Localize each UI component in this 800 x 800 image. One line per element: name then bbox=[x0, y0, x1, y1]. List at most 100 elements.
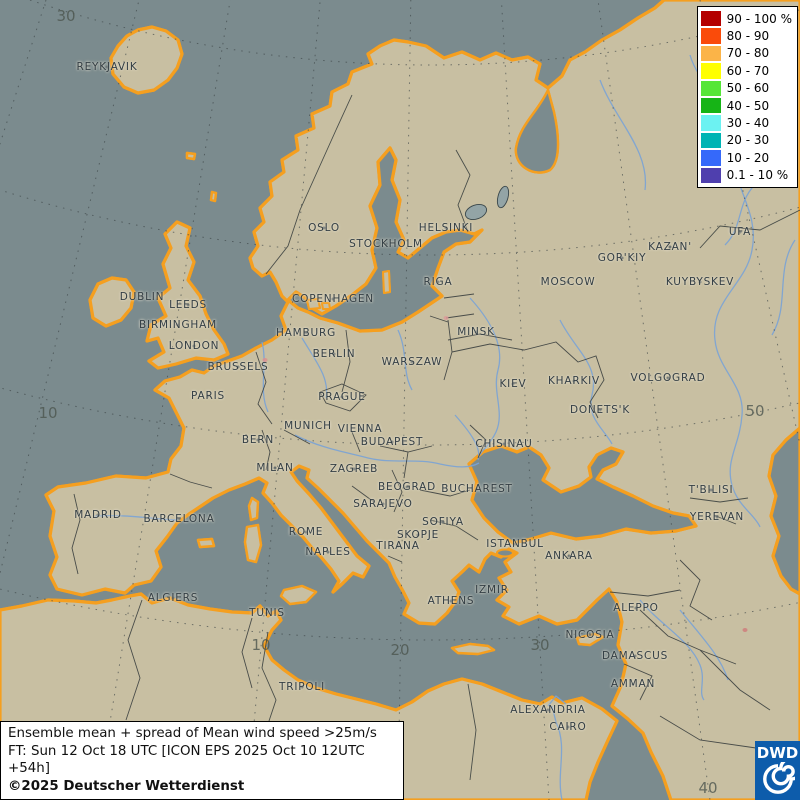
city-marker bbox=[436, 280, 440, 284]
probability-spot bbox=[443, 316, 449, 320]
city-label: MILAN bbox=[256, 462, 294, 474]
city-marker bbox=[416, 533, 420, 537]
city-label: KIEV bbox=[499, 378, 527, 390]
city-label: TUNIS bbox=[249, 607, 285, 619]
city-marker bbox=[300, 685, 304, 689]
city-marker bbox=[390, 440, 394, 444]
city-label: PRAGUE bbox=[318, 391, 366, 403]
city-label: TRIPOLI bbox=[279, 681, 325, 693]
city-marker bbox=[502, 442, 506, 446]
dwd-spiral-icon bbox=[762, 762, 795, 794]
city-marker bbox=[96, 513, 100, 517]
city-label: OSLO bbox=[308, 222, 340, 234]
city-label: STOCKHOLM bbox=[349, 238, 423, 250]
graticule-label: 40 bbox=[698, 779, 718, 797]
legend-swatch bbox=[700, 150, 721, 166]
legend-swatch bbox=[700, 167, 721, 183]
city-marker bbox=[332, 352, 336, 356]
city-marker bbox=[598, 408, 602, 412]
city-label: DUBLIN bbox=[119, 291, 165, 303]
city-marker bbox=[396, 544, 400, 548]
city-label: ROME bbox=[288, 526, 324, 538]
legend-swatch bbox=[700, 97, 721, 114]
forecast-time: FT: Sun 12 Oct 18 UTC [ICON EPS 2025 Oct… bbox=[8, 743, 365, 777]
city-marker bbox=[588, 633, 592, 637]
legend-row: 40 - 50 bbox=[700, 97, 792, 114]
city-marker bbox=[176, 323, 180, 327]
city-marker bbox=[511, 382, 515, 386]
legend-row: 10 - 20 bbox=[700, 149, 792, 166]
city-label: DAMASCUS bbox=[601, 650, 669, 662]
legend-swatch bbox=[700, 28, 721, 44]
city-marker bbox=[171, 596, 175, 600]
city-marker bbox=[206, 394, 210, 398]
city-label: LEEDS bbox=[169, 299, 207, 311]
graticule-label: 10 bbox=[251, 636, 271, 654]
city-marker bbox=[326, 550, 330, 554]
city-label: PARIS bbox=[191, 390, 225, 402]
city-label: LONDON bbox=[168, 340, 220, 352]
legend-row: 20 - 30 bbox=[700, 132, 792, 149]
city-marker bbox=[331, 297, 335, 301]
city-marker bbox=[340, 395, 344, 399]
city-label: BRUSSELS bbox=[207, 361, 269, 373]
city-marker bbox=[449, 599, 453, 603]
legend-label: 10 - 20 bbox=[726, 150, 770, 165]
city-label: AMMAN bbox=[610, 678, 656, 690]
dwd-logo-text: DWD bbox=[756, 744, 799, 762]
city-label: ATHENS bbox=[427, 595, 475, 607]
city-marker bbox=[265, 611, 269, 615]
graticule-label: 20 bbox=[390, 641, 410, 659]
city-marker bbox=[304, 331, 308, 335]
city-marker bbox=[192, 344, 196, 348]
city-marker bbox=[513, 542, 517, 546]
city-label: ISTANBUL bbox=[486, 538, 544, 550]
legend-label: 20 - 30 bbox=[726, 133, 770, 148]
city-label: ANKARA bbox=[545, 550, 593, 562]
city-marker bbox=[381, 502, 385, 506]
city-marker bbox=[105, 65, 109, 69]
dwd-logo: DWD bbox=[755, 741, 800, 800]
city-marker bbox=[140, 295, 144, 299]
graticule-label: 10 bbox=[38, 404, 58, 422]
city-label: RIGA bbox=[423, 276, 453, 288]
inner-seas bbox=[286, 88, 800, 596]
city-label: KAZAN' bbox=[648, 241, 692, 253]
city-marker bbox=[273, 466, 277, 470]
city-label: ALGIERS bbox=[147, 592, 199, 604]
legend-rows: 90 - 100 % 80 - 90 70 - 80 60 - 70 50 - 60 40… bbox=[700, 10, 792, 184]
legend-swatch bbox=[700, 45, 721, 62]
city-label: REYKJAVIK bbox=[76, 61, 138, 73]
city-label: BIRMINGHAM bbox=[139, 319, 217, 331]
probability-legend: 90 - 100 % 80 - 90 70 - 80 60 - 70 50 - 60 40… bbox=[696, 6, 798, 188]
city-marker bbox=[738, 230, 742, 234]
city-label: VOLGOGRAD bbox=[630, 372, 706, 384]
city-marker bbox=[634, 606, 638, 610]
city-marker bbox=[572, 379, 576, 383]
city-marker bbox=[620, 256, 624, 260]
city-label: GOR'KIY bbox=[597, 252, 647, 264]
product-title: Ensemble mean + spread of Mean wind spee… bbox=[8, 726, 377, 742]
legend-label: 60 - 70 bbox=[726, 63, 770, 78]
city-label: BEOGRAD bbox=[378, 481, 436, 493]
city-label: NICOSIA bbox=[565, 629, 615, 641]
city-label: CAIRO bbox=[549, 721, 587, 733]
city-label: IZMIR bbox=[475, 584, 509, 596]
city-label: VIENNA bbox=[337, 423, 383, 435]
legend-row: 90 - 100 % bbox=[700, 10, 792, 27]
city-marker bbox=[410, 360, 414, 364]
city-label: BUCHAREST bbox=[441, 483, 513, 495]
country-borders bbox=[71, 94, 800, 781]
probability-spot bbox=[742, 628, 748, 632]
city-marker bbox=[405, 485, 409, 489]
probability-spot bbox=[262, 358, 268, 362]
city-label: MADRID bbox=[74, 509, 122, 521]
city-label: HAMBURG bbox=[275, 327, 337, 339]
legend-swatch bbox=[700, 80, 721, 96]
city-marker bbox=[474, 330, 478, 334]
city-marker bbox=[709, 488, 713, 492]
city-label: KUYBYSKEV bbox=[665, 276, 735, 288]
city-marker bbox=[567, 554, 571, 558]
graticule-label: 50 bbox=[745, 402, 765, 420]
